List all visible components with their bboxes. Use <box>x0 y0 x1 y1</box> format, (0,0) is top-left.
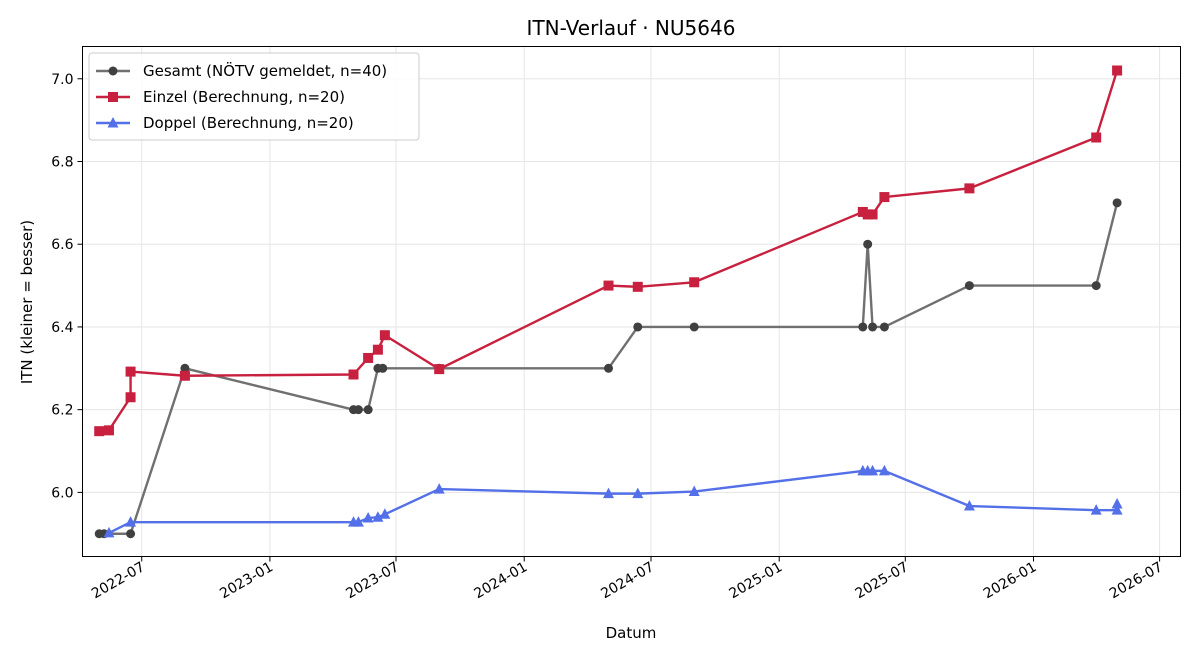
data-point-einzel <box>379 330 390 341</box>
data-point-gesamt <box>126 529 136 539</box>
plot-frame <box>82 46 1181 557</box>
legend-marker-einzel <box>108 92 118 102</box>
legend: Gesamt (NÖTV gemeldet, n=40) Einzel (Bere… <box>88 52 420 141</box>
data-point-gesamt <box>1112 198 1122 208</box>
data-point-gesamt <box>964 281 974 291</box>
data-point-gesamt <box>180 363 190 373</box>
data-point-gesamt <box>633 322 643 332</box>
data-point-gesamt <box>1091 281 1101 291</box>
data-point-einzel <box>867 209 878 220</box>
x-tick-label: 2024-01 <box>472 559 531 602</box>
data-point-gesamt <box>868 322 878 332</box>
series-layer <box>94 65 1123 539</box>
series-gesamt <box>94 198 1122 539</box>
data-point-einzel <box>372 344 383 355</box>
data-point-einzel <box>1091 132 1102 143</box>
y-axis: 6.0 6.2 6.4 6.6 6.8 7.0 <box>51 72 83 501</box>
data-point-gesamt <box>363 405 373 415</box>
data-point-einzel <box>964 183 975 194</box>
x-axis: 2022-07 2023-01 2023-07 2024-01 2024-07 2025-… <box>89 556 1166 602</box>
data-point-einzel <box>603 280 614 291</box>
legend-label-gesamt: Gesamt (NÖTV gemeldet, n=40) <box>143 61 387 80</box>
data-point-doppel <box>603 487 615 499</box>
x-tick-label: 2026-01 <box>981 559 1040 602</box>
data-point-doppel <box>362 512 374 523</box>
data-point-doppel <box>1090 504 1102 515</box>
grid-lines <box>82 46 1181 557</box>
data-point-einzel <box>125 366 136 377</box>
data-point-einzel <box>434 364 445 375</box>
data-point-einzel <box>1112 65 1123 76</box>
data-point-gesamt <box>604 363 614 373</box>
data-point-einzel <box>179 370 190 381</box>
data-point-doppel <box>352 516 364 527</box>
data-point-doppel <box>379 508 391 519</box>
x-tick-label: 2022-07 <box>89 559 148 602</box>
data-point-gesamt <box>378 363 388 373</box>
data-point-doppel <box>632 487 644 499</box>
data-point-gesamt <box>353 405 363 415</box>
legend-label-einzel: Einzel (Berechnung, n=20) <box>143 88 345 106</box>
y-tick-label: 6.2 <box>51 403 73 419</box>
legend-box <box>88 52 420 141</box>
y-tick-label: 6.8 <box>51 154 73 170</box>
x-axis-label: Datum <box>606 624 657 642</box>
data-point-einzel <box>879 192 890 203</box>
data-point-einzel <box>632 281 643 292</box>
data-point-doppel <box>125 516 137 527</box>
data-point-einzel <box>363 352 374 363</box>
data-point-doppel <box>878 464 890 476</box>
series-einzel <box>94 65 1123 437</box>
data-point-doppel <box>372 511 384 522</box>
y-tick-label: 7.0 <box>51 72 73 88</box>
chart-title: ITN-Verlauf · NU5646 <box>527 16 736 40</box>
data-point-doppel <box>688 485 700 497</box>
series-doppel <box>103 464 1123 538</box>
x-tick-label: 2025-01 <box>727 559 786 602</box>
legend-marker-doppel <box>107 117 119 128</box>
data-point-doppel <box>1111 504 1123 515</box>
data-point-einzel <box>94 426 105 437</box>
x-tick-label: 2023-07 <box>343 559 402 602</box>
data-point-doppel <box>963 500 975 511</box>
x-tick-label: 2025-07 <box>853 559 912 602</box>
data-point-gesamt <box>689 322 699 332</box>
x-tick-label: 2023-01 <box>217 559 276 602</box>
y-tick-label: 6.4 <box>51 320 73 336</box>
data-point-doppel <box>1111 497 1123 509</box>
data-point-doppel <box>433 483 445 494</box>
series-line-doppel <box>108 469 1119 534</box>
data-point-gesamt <box>858 322 868 332</box>
data-point-einzel <box>689 277 700 288</box>
y-axis-label: ITN (kleiner = besser) <box>18 220 36 384</box>
data-point-gesamt <box>879 322 889 332</box>
data-point-doppel <box>103 526 115 538</box>
data-point-einzel <box>125 392 136 403</box>
data-point-einzel <box>103 425 114 436</box>
data-point-einzel <box>348 369 359 380</box>
data-point-gesamt <box>863 239 873 249</box>
x-tick-label: 2024-07 <box>598 559 657 602</box>
y-tick-label: 6.6 <box>51 237 73 253</box>
data-point-doppel <box>867 464 879 476</box>
legend-marker-gesamt <box>108 66 118 76</box>
legend-label-doppel: Doppel (Berechnung, n=20) <box>143 114 354 132</box>
x-tick-label: 2026-07 <box>1107 559 1166 602</box>
y-tick-label: 6.0 <box>51 485 73 501</box>
